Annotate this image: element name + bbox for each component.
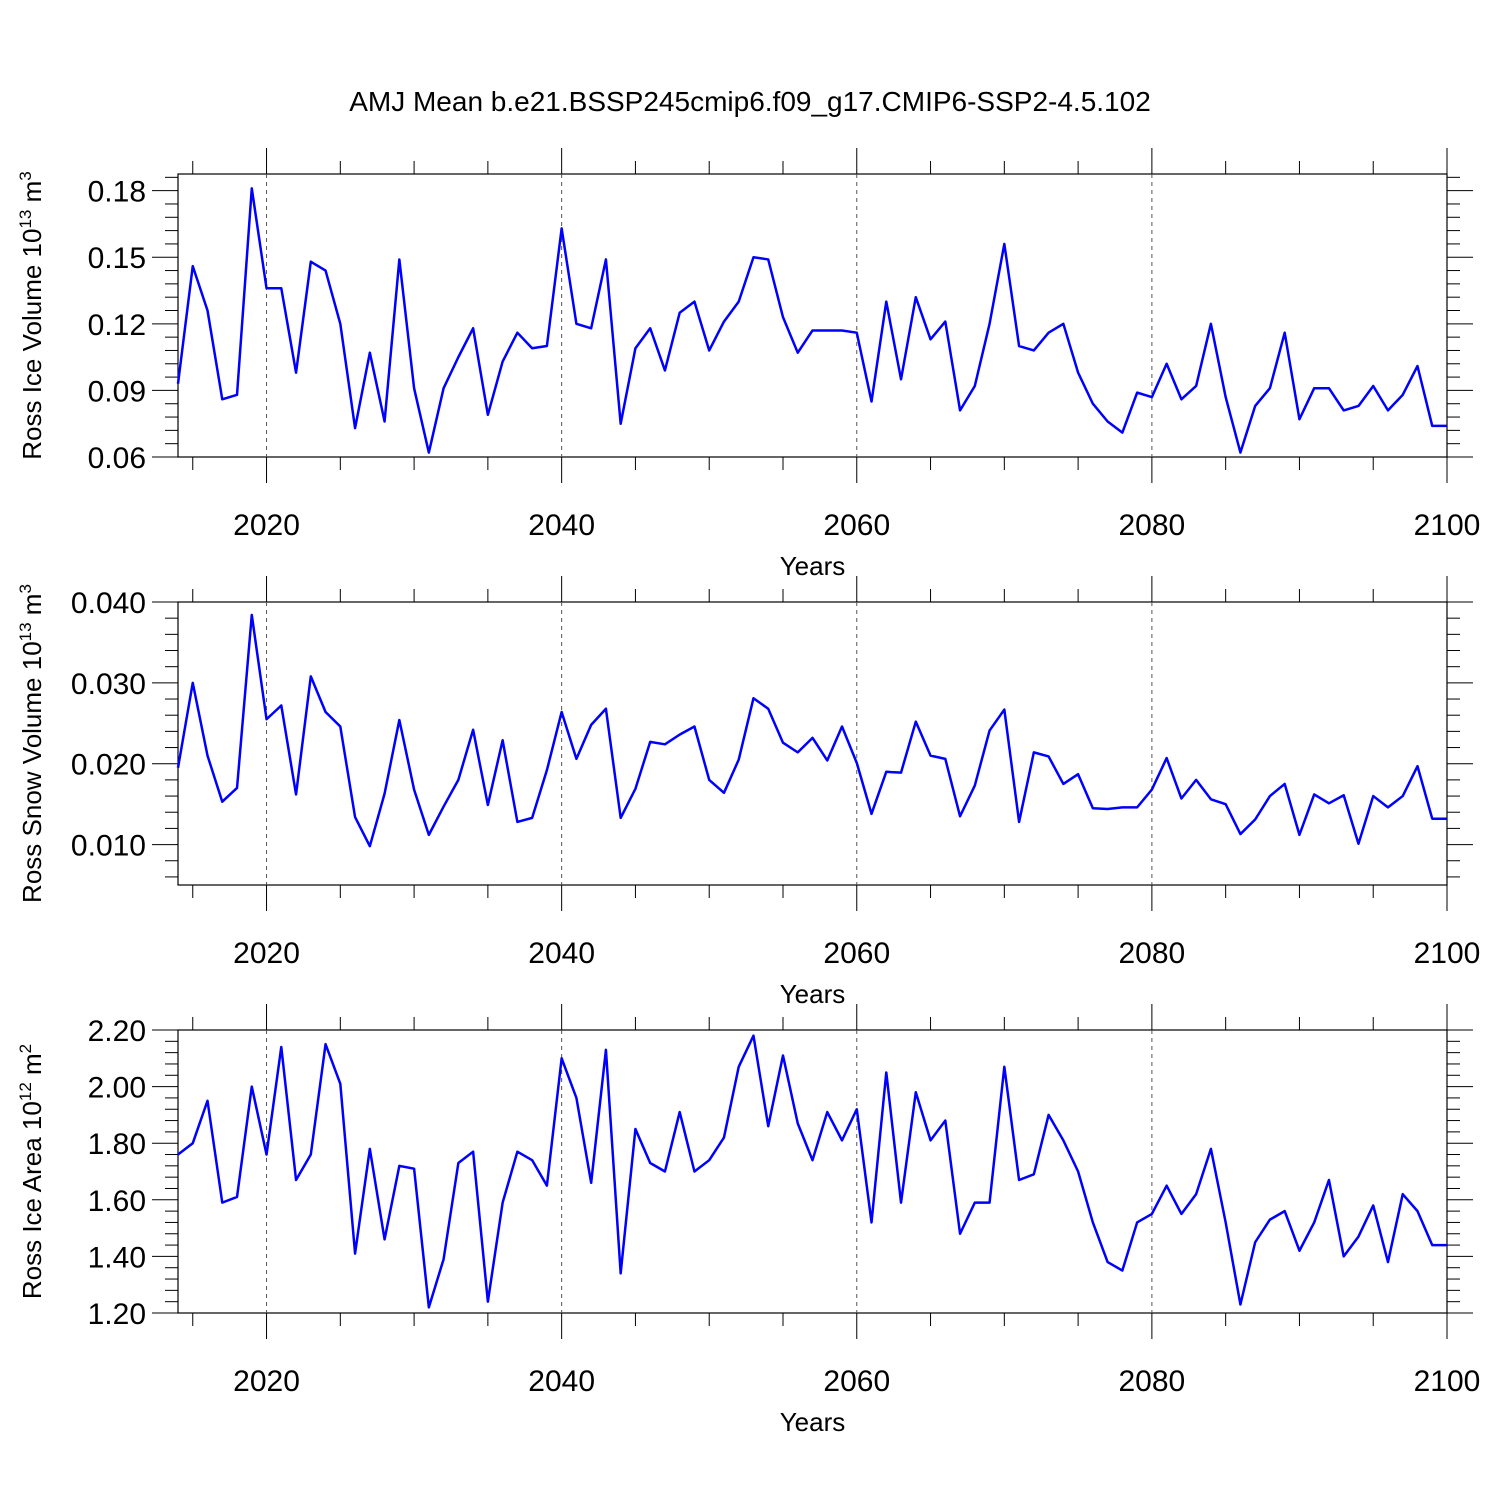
y-tick-label: 0.15 [88,242,146,275]
y-tick-label: 0.010 [71,830,146,863]
y-tick-label: 1.40 [88,1241,146,1274]
x-tick-label: 2100 [1414,1365,1481,1398]
panel-1: 0.06 0.09 0.12 0.15 0.18 2020 2040 2060 2080 2100… [16,148,1480,581]
y-tick-label: 0.020 [71,749,146,782]
figure-title: AMJ Mean b.e21.BSSP245cmip6.f09_g17.CMIP… [349,86,1151,117]
x-tick-label: 2100 [1414,509,1481,542]
x-axis-label: Years [780,1407,846,1437]
series-line [176,613,1447,848]
x-tick-label: 2080 [1119,1365,1186,1398]
series-line [177,1034,1447,1309]
y-axis-label: Ross Ice Area 1012 m2 [16,1044,47,1299]
x-tick-label: 2060 [823,937,890,970]
y-tick-label: 2.20 [88,1015,146,1048]
x-tick-label: 2060 [823,509,890,542]
x-tick-label: 2040 [528,1365,595,1398]
x-tick-label: 2100 [1414,937,1481,970]
y-tick-label: 1.60 [88,1185,146,1218]
plot-frame [177,1029,1448,1314]
x-tick-label: 2020 [233,509,300,542]
panels: 0.06 0.09 0.12 0.15 0.18 2020 2040 2060 2080 2100… [16,148,1480,1437]
y-tick-label: 0.06 [88,442,146,475]
y-axis-label: Ross Snow Volume 1013 m3 [16,584,47,903]
x-tick-label: 2020 [233,937,300,970]
y-tick-label: 0.18 [88,176,146,209]
y-tick-label: 0.12 [88,309,146,342]
y-axis-label: Ross Ice Volume 1013 m3 [16,171,47,460]
y-tick-label: 1.80 [88,1128,146,1161]
panel-3: 1.20 1.40 1.60 1.80 2.00 2.20 2020 2040 2060 2080… [16,1004,1480,1437]
y-tick-label: 0.040 [71,587,146,620]
x-tick-label: 2020 [233,1365,300,1398]
plot-frame [177,601,1448,886]
y-tick-label: 0.030 [71,668,146,701]
series-line [176,187,1447,454]
plot-frame [177,173,1448,458]
x-axis-label: Years [780,979,846,1009]
x-tick-label: 2040 [528,937,595,970]
x-tick-label: 2060 [823,1365,890,1398]
x-tick-label: 2080 [1119,937,1186,970]
panel-2: 0.010 0.020 0.030 0.040 2020 2040 2060 2080 2100… [16,576,1480,1009]
y-tick-label: 2.00 [88,1072,146,1105]
x-tick-label: 2040 [528,509,595,542]
x-tick-label: 2080 [1119,509,1186,542]
y-tick-label: 0.09 [88,375,146,408]
y-tick-label: 1.20 [88,1298,146,1331]
x-axis-label: Years [780,551,846,581]
